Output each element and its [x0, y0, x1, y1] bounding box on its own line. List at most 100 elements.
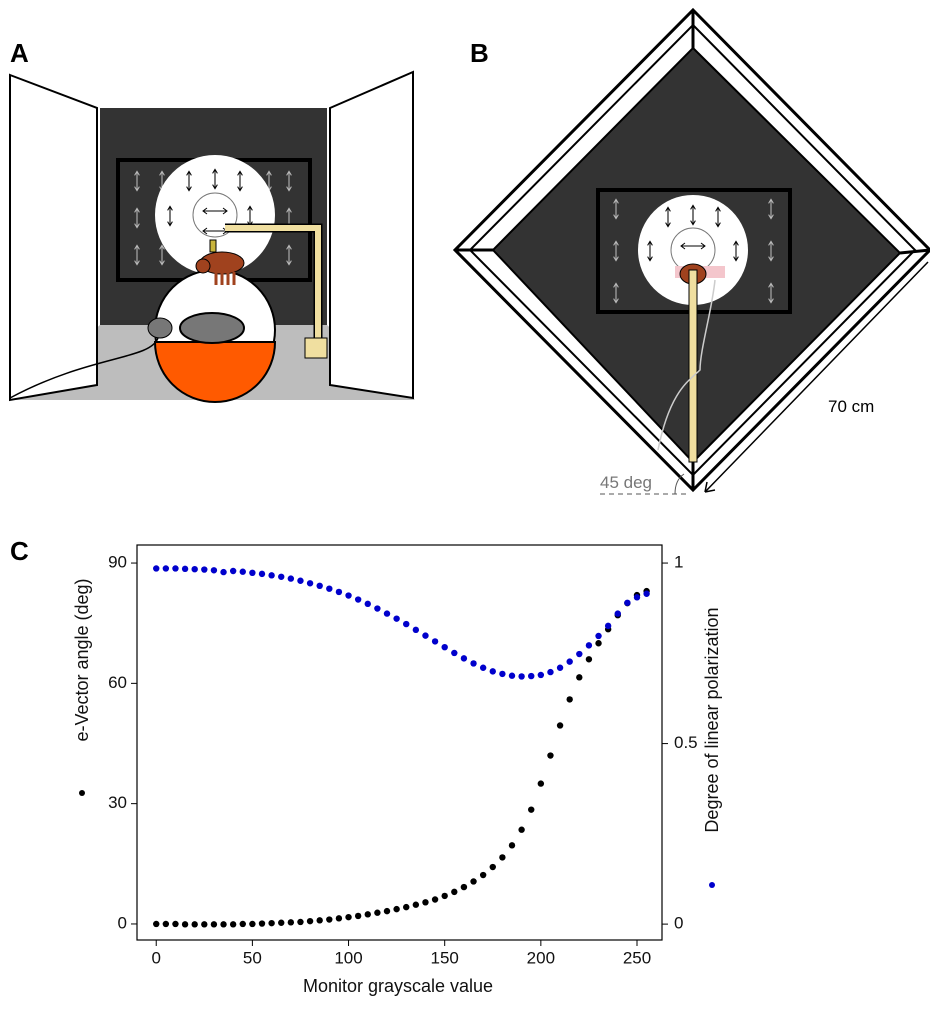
data-point	[393, 905, 400, 913]
y2-tick-label: 1	[674, 553, 683, 572]
data-point	[585, 656, 593, 663]
data-point	[383, 907, 391, 915]
panel-label: C	[10, 536, 29, 566]
data-point	[297, 918, 304, 926]
x-tick-label: 250	[623, 948, 651, 967]
y-tick-label: 60	[108, 673, 127, 692]
data-point	[268, 919, 275, 927]
data-point	[479, 664, 487, 671]
data-point	[595, 632, 602, 640]
y-tick-label: 90	[108, 553, 127, 572]
data-point	[403, 903, 410, 911]
data-point	[566, 658, 573, 665]
data-point	[335, 915, 343, 922]
data-point	[624, 599, 631, 606]
x-tick-label: 0	[151, 948, 160, 967]
data-point	[479, 871, 487, 879]
data-point	[278, 573, 285, 580]
data-point	[374, 909, 381, 916]
data-point	[508, 842, 516, 849]
data-point	[604, 622, 612, 630]
data-point	[297, 577, 304, 584]
data-point	[229, 921, 237, 928]
data-point	[422, 899, 429, 906]
data-point	[258, 570, 266, 578]
data-point	[210, 567, 218, 574]
panel-a: A	[9, 38, 415, 403]
y2-label-dot	[709, 882, 715, 888]
data-point	[403, 620, 410, 628]
data-point	[412, 626, 420, 634]
data-point	[614, 610, 621, 617]
data-point	[412, 901, 420, 908]
data-point	[374, 605, 381, 612]
data-point	[499, 854, 506, 861]
x-tick-label: 50	[243, 948, 262, 967]
data-point	[191, 921, 198, 928]
data-point	[210, 921, 218, 928]
data-point	[181, 921, 189, 928]
data-point	[451, 649, 458, 657]
data-point	[528, 672, 535, 680]
angle-label: 45 deg	[600, 473, 652, 492]
data-point	[431, 638, 439, 645]
y-label-dot	[79, 790, 85, 796]
data-point	[470, 878, 477, 885]
data-point	[460, 883, 468, 891]
y-tick-label: 30	[108, 793, 127, 812]
data-point	[556, 664, 564, 671]
y-tick-label: 0	[118, 913, 127, 932]
y-axis-label: e-Vector angle (deg)	[72, 578, 92, 741]
data-point	[518, 673, 525, 680]
data-point	[364, 600, 371, 608]
data-point	[220, 568, 227, 576]
y2-tick-label: 0	[674, 914, 683, 933]
panel-label: A	[10, 38, 29, 68]
data-point	[489, 668, 496, 675]
data-point	[576, 650, 583, 658]
data-point	[528, 806, 535, 813]
data-point	[201, 566, 208, 573]
x-tick-label: 100	[334, 948, 362, 967]
data-point	[172, 565, 179, 572]
plot-frame	[136, 544, 663, 941]
data-point	[191, 565, 198, 573]
data-point	[451, 888, 458, 896]
data-point	[508, 672, 516, 679]
data-point	[162, 565, 170, 572]
x-tick-label: 200	[527, 948, 555, 967]
data-point	[306, 580, 314, 587]
data-point	[287, 575, 295, 582]
data-point	[249, 569, 256, 577]
data-point	[345, 592, 352, 599]
panel-b: B 45 deg 70 cm	[452, 7, 930, 495]
data-point	[239, 568, 246, 575]
data-point	[354, 596, 362, 603]
data-point	[441, 892, 448, 900]
data-point	[326, 916, 333, 923]
data-point	[249, 920, 256, 928]
data-point	[422, 632, 429, 639]
data-point	[172, 920, 179, 928]
data-point	[306, 917, 314, 925]
data-point	[268, 572, 275, 579]
panel-label: B	[470, 38, 489, 68]
data-point	[316, 917, 323, 924]
data-point	[537, 671, 545, 679]
y2-axis-label: Degree of linear polarization	[702, 607, 722, 832]
data-point	[153, 920, 160, 928]
data-point	[278, 919, 285, 926]
data-point	[537, 780, 545, 787]
data-point	[499, 670, 506, 678]
data-point	[354, 912, 362, 920]
data-point	[431, 896, 439, 903]
data-point	[547, 668, 554, 676]
data-point	[595, 640, 602, 647]
data-point	[287, 919, 295, 926]
x-axis-label: Monitor grayscale value	[303, 976, 493, 996]
size-label: 70 cm	[828, 397, 874, 416]
y2-tick-label: 0.5	[674, 733, 698, 752]
data-point	[393, 615, 400, 622]
data-point	[460, 655, 468, 662]
data-point	[239, 920, 246, 928]
